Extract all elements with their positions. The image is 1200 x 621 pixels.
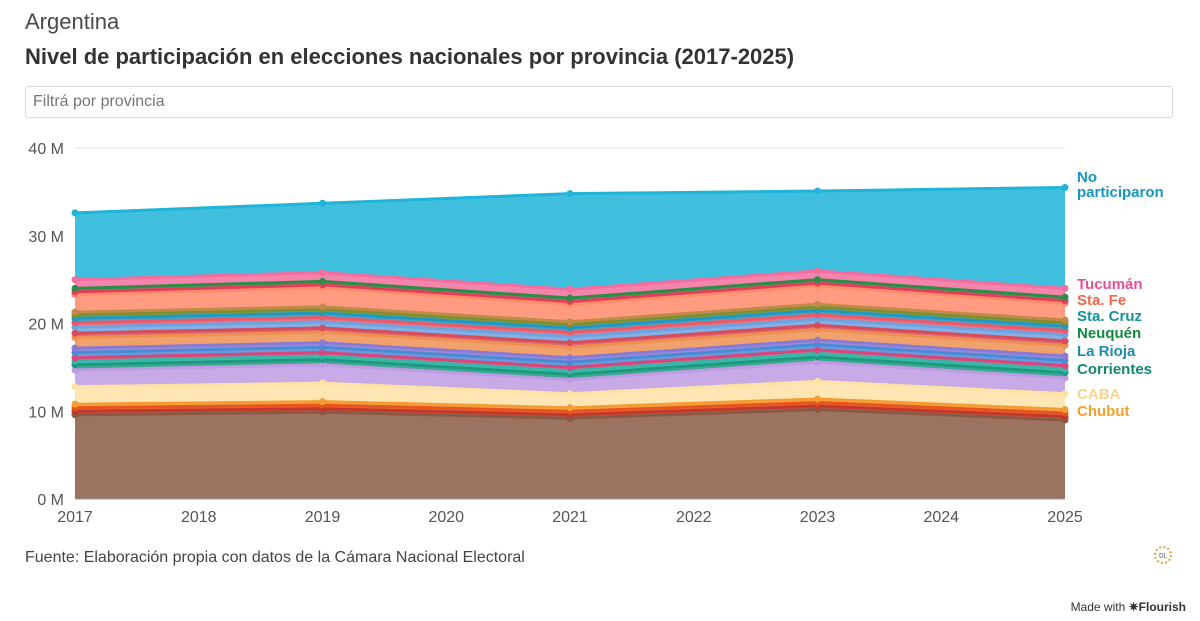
data-point bbox=[814, 321, 821, 329]
series-label-sta-fe: Sta. Fe bbox=[1077, 292, 1126, 309]
series-label-la-rioja: La Rioja bbox=[1077, 343, 1136, 360]
data-point bbox=[814, 300, 821, 308]
x-tick-label: 2019 bbox=[305, 509, 341, 526]
data-point bbox=[71, 308, 79, 316]
area-series-22 bbox=[75, 187, 1065, 290]
data-point bbox=[1061, 374, 1069, 382]
x-tick-label: 2020 bbox=[428, 509, 464, 526]
y-tick-label: 40 M bbox=[28, 141, 64, 158]
data-point bbox=[814, 346, 821, 354]
x-tick-label: 2018 bbox=[181, 509, 217, 526]
series-label-caba: CABA bbox=[1077, 386, 1120, 403]
y-tick-label: 30 M bbox=[28, 229, 64, 246]
series-label-sta-cruz: Sta. Cruz bbox=[1077, 308, 1142, 325]
data-point bbox=[71, 383, 79, 391]
data-point bbox=[566, 318, 574, 326]
series-label-chubut: Chubut bbox=[1077, 403, 1129, 420]
data-point bbox=[566, 390, 574, 398]
data-point bbox=[1061, 337, 1069, 345]
data-point bbox=[319, 269, 326, 277]
data-point bbox=[1061, 390, 1069, 398]
data-point bbox=[566, 354, 574, 362]
data-point bbox=[814, 395, 821, 403]
x-tick-label: 2021 bbox=[552, 509, 588, 526]
province-filter-input[interactable] bbox=[25, 86, 1173, 118]
data-point bbox=[319, 398, 326, 406]
data-point bbox=[71, 354, 79, 362]
area-series-11 bbox=[75, 329, 1065, 358]
data-point bbox=[814, 336, 821, 344]
made-with-flourish[interactable]: Made with ✷Flourish bbox=[1071, 600, 1186, 614]
source-note: Fuente: Elaboración propia con datos de … bbox=[25, 549, 525, 566]
data-point bbox=[319, 303, 326, 311]
series-label-corrientes: Corrientes bbox=[1077, 361, 1152, 378]
data-point bbox=[814, 267, 821, 275]
data-point bbox=[319, 277, 326, 285]
data-point bbox=[1061, 293, 1069, 301]
data-point bbox=[71, 209, 79, 217]
data-point bbox=[814, 276, 821, 284]
chart-title: Nivel de participación en elecciones nac… bbox=[25, 44, 795, 69]
chart-supertitle: Argentina bbox=[25, 9, 120, 34]
series-label-no-participaron: No participaron bbox=[1077, 169, 1164, 201]
data-point bbox=[1061, 405, 1069, 413]
data-point bbox=[319, 361, 326, 369]
data-point bbox=[1061, 362, 1069, 370]
data-point bbox=[814, 358, 821, 366]
x-tick-label: 2024 bbox=[923, 509, 959, 526]
data-point bbox=[71, 400, 79, 408]
area-series-0 bbox=[75, 409, 1065, 499]
svg-text:DL: DL bbox=[1159, 554, 1167, 560]
area-series-5 bbox=[75, 362, 1065, 394]
y-tick-label: 0 M bbox=[37, 492, 64, 509]
y-tick-label: 20 M bbox=[28, 317, 64, 334]
flourish-brand: ✷Flourish bbox=[1128, 600, 1186, 614]
data-point bbox=[566, 190, 574, 198]
data-point bbox=[71, 366, 79, 374]
data-point bbox=[566, 339, 574, 347]
data-point bbox=[71, 344, 79, 352]
data-point bbox=[71, 276, 79, 284]
data-point bbox=[1061, 284, 1069, 292]
dl-logo-icon: DL bbox=[1154, 546, 1172, 564]
data-point bbox=[566, 404, 574, 412]
data-point bbox=[319, 348, 326, 356]
stacked-area-chart: 0 M 10 M 20 M 30 M 40 M 2017 2018 2019 2020 2021 2… bbox=[28, 141, 1164, 526]
x-tick-label: 2025 bbox=[1047, 509, 1083, 526]
data-point bbox=[566, 285, 574, 293]
data-point bbox=[1061, 352, 1069, 360]
data-point bbox=[319, 379, 326, 387]
data-point bbox=[71, 329, 79, 337]
x-tick-label: 2022 bbox=[676, 509, 712, 526]
data-point bbox=[814, 377, 821, 385]
data-point bbox=[1061, 183, 1069, 191]
x-tick-label: 2017 bbox=[57, 509, 93, 526]
y-tick-label: 10 M bbox=[28, 404, 64, 421]
data-point bbox=[566, 363, 574, 371]
data-point bbox=[71, 284, 79, 292]
data-point bbox=[1061, 316, 1069, 324]
x-tick-label: 2023 bbox=[800, 509, 836, 526]
data-point bbox=[566, 294, 574, 302]
data-point bbox=[566, 376, 574, 384]
data-point bbox=[319, 199, 326, 207]
data-point bbox=[319, 324, 326, 332]
made-with-label: Made with bbox=[1070, 600, 1126, 614]
data-point bbox=[319, 339, 326, 347]
data-point bbox=[814, 187, 821, 195]
series-label-tucum-n: Tucumán bbox=[1077, 276, 1143, 293]
area-series-18 bbox=[75, 285, 1065, 322]
series-label-neuqu-n: Neuquén bbox=[1077, 325, 1141, 342]
